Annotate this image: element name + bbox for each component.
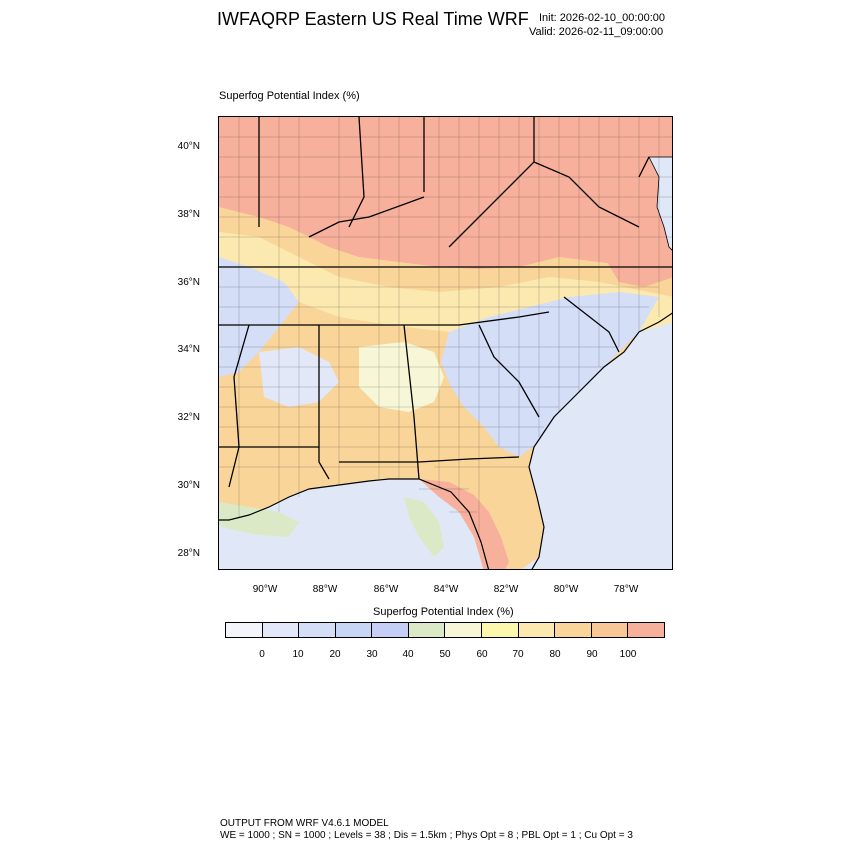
colorbar-tick: 100: [619, 649, 637, 660]
state-boundaries: [219, 117, 672, 488]
lon-label-80w: 80°W: [553, 584, 579, 595]
init-time-label: Init: 2026-02-10_00:00:00: [539, 12, 665, 24]
lon-label-86w: 86°W: [373, 584, 399, 595]
colorbar-box: [408, 623, 446, 637]
lon-label-84w: 84°W: [433, 584, 459, 595]
colorbar-box: [226, 623, 263, 637]
plot-title: IWFAQRP Eastern US Real Time WRF: [217, 9, 529, 29]
colorbar-tick: 60: [476, 649, 488, 660]
lat-label-38n: 38°N: [177, 209, 200, 220]
colorbar-tick: 0: [259, 649, 265, 660]
lat-label-32n: 32°N: [177, 412, 200, 423]
county-lines: [219, 117, 672, 537]
colorbar-box: [335, 623, 373, 637]
pale-index-alabama: [359, 342, 444, 412]
colorbar-box: [262, 623, 300, 637]
colorbar-tick: 80: [549, 649, 561, 660]
colorbar-box: [628, 623, 664, 637]
gulf-coastline: [219, 478, 490, 569]
colorbar-box: [299, 623, 336, 637]
colorbar-tick: 20: [329, 649, 341, 660]
map-field-label: Superfog Potential Index (%): [219, 90, 360, 102]
high-index-north: [219, 117, 672, 269]
high-index-gulf-florida: [419, 479, 509, 569]
colorbar-box: [555, 623, 592, 637]
low-index-southeast: [441, 292, 659, 457]
lat-label-34n: 34°N: [177, 344, 200, 355]
colorbar-box: [482, 623, 519, 637]
colorbar-box: [591, 623, 629, 637]
atlantic-coastline: [528, 312, 672, 569]
map-panel: [218, 116, 673, 570]
lat-label-30n: 30°N: [177, 480, 200, 491]
colorbar-title: Superfog Potential Index (%): [373, 606, 514, 618]
lat-label-36n: 36°N: [177, 277, 200, 288]
colorbar-tick: 30: [366, 649, 378, 660]
lon-label-82w: 82°W: [493, 584, 519, 595]
model-info-line1: OUTPUT FROM WRF V4.6.1 MODEL: [220, 818, 389, 829]
colorbar-tick: 10: [292, 649, 304, 660]
colorbar-box: [518, 623, 556, 637]
lon-label-88w: 88°W: [312, 584, 338, 595]
lon-label-90w: 90°W: [252, 584, 278, 595]
green-gulf-coast: [219, 502, 299, 537]
map-svg: [219, 117, 672, 569]
valid-time-label: Valid: 2026-02-11_09:00:00: [529, 26, 664, 38]
lat-label-40n: 40°N: [177, 141, 200, 152]
colorbar-box: [372, 623, 409, 637]
lat-label-28n: 28°N: [177, 548, 200, 559]
colorbar: [225, 622, 665, 638]
chesapeake-bay: [648, 156, 672, 251]
high-index-east: [599, 157, 672, 287]
colorbar-tick: 90: [586, 649, 598, 660]
colorbar-tick: 40: [402, 649, 414, 660]
colorbar-box: [445, 623, 483, 637]
colorbar-tick: 70: [512, 649, 524, 660]
low-index-west: [219, 257, 299, 377]
model-info-line2: WE = 1000 ; SN = 1000 ; Levels = 38 ; Di…: [220, 830, 633, 841]
colorbar-tick: 50: [439, 649, 451, 660]
lon-label-78w: 78°W: [613, 584, 639, 595]
green-florida-nearshore: [404, 497, 444, 557]
